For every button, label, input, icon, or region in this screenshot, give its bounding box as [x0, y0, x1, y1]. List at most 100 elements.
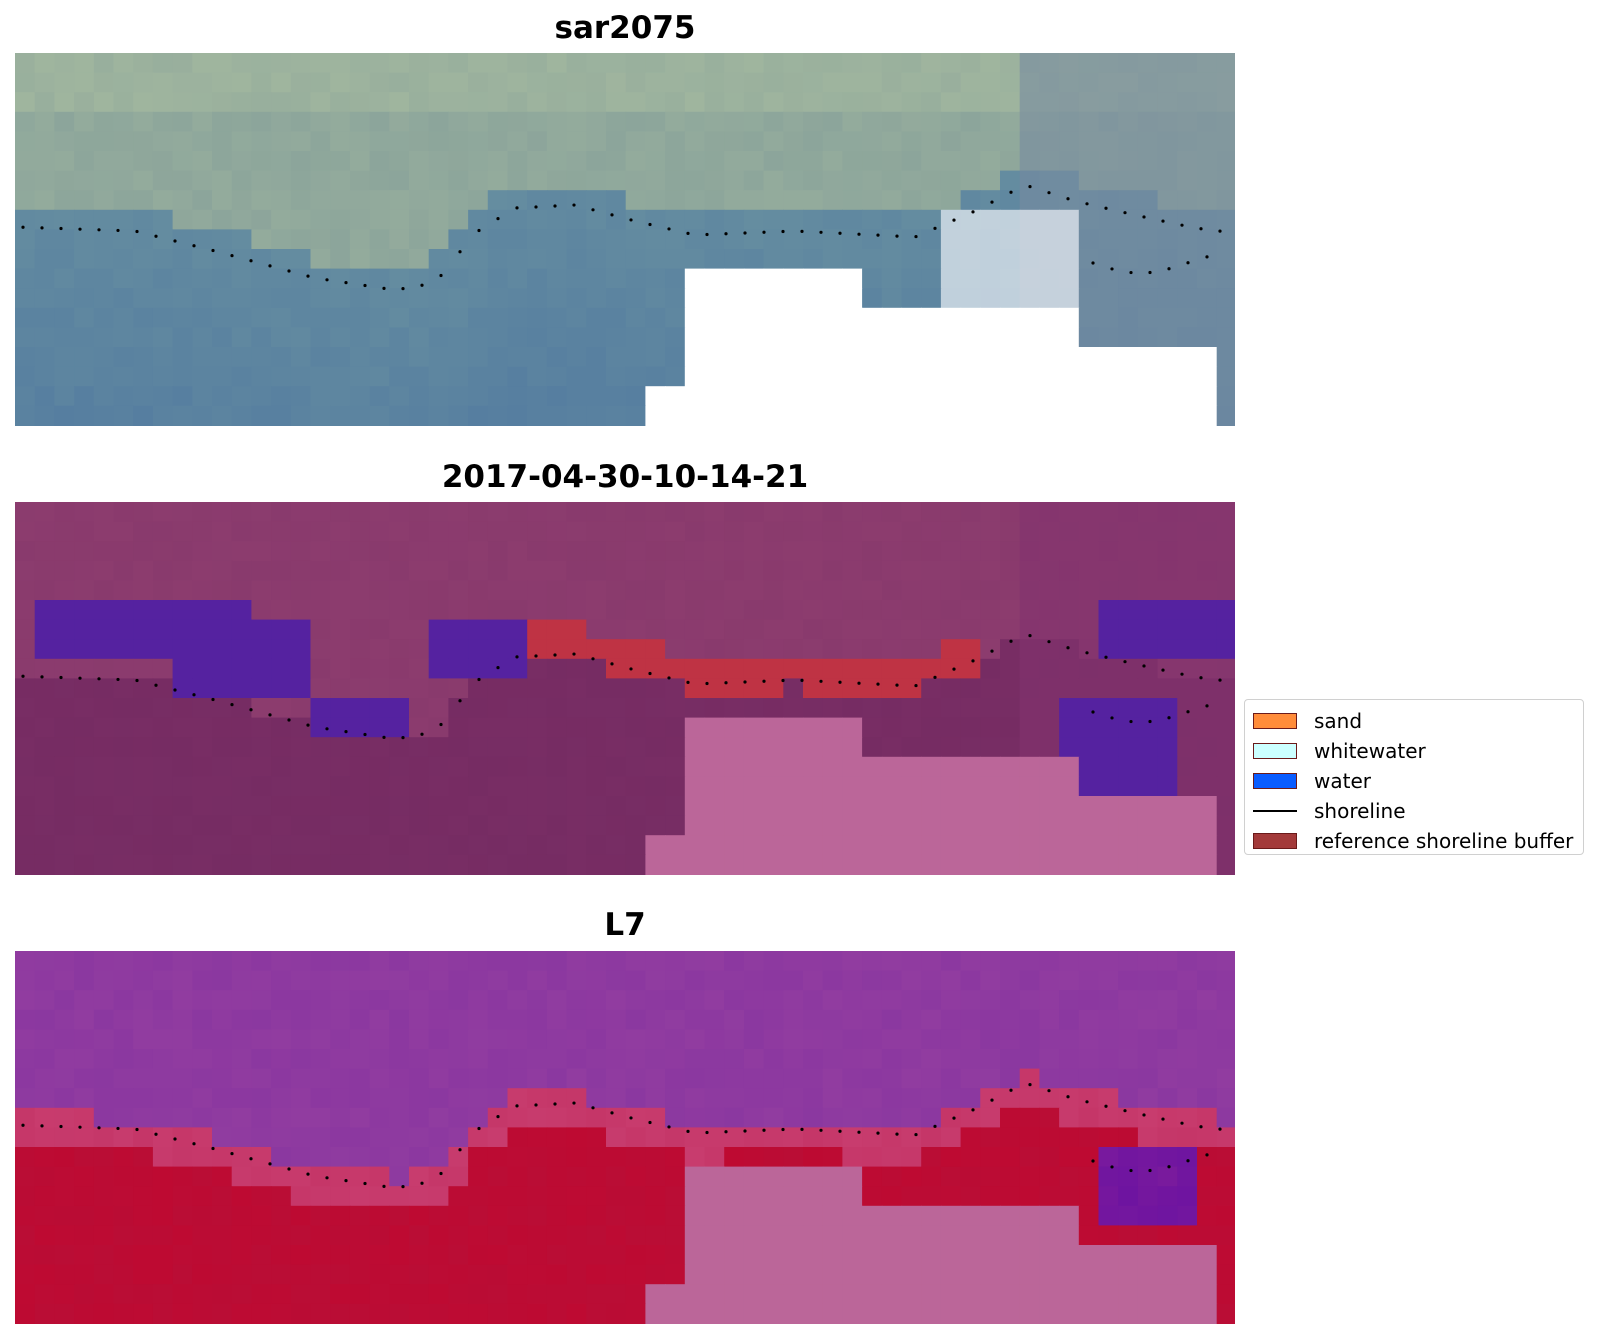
- classified-pixel: [960, 502, 981, 523]
- mndwi-pixel: [803, 1245, 824, 1266]
- classified-pixel: [803, 737, 824, 758]
- panel-title-classified: 2017-04-30-10-14-21: [441, 459, 809, 495]
- rgb-pixel: [133, 72, 154, 93]
- rgb-pixel: [487, 366, 509, 387]
- mndwi-pixel: [1197, 1225, 1218, 1246]
- classified-pixel: [803, 521, 824, 542]
- rgb-pixel: [251, 170, 272, 191]
- mndwi-pixel: [1177, 1088, 1198, 1109]
- rgb-pixel: [231, 405, 252, 426]
- rgb-pixel: [763, 229, 784, 250]
- classified-pixel: [1157, 541, 1178, 562]
- classified-pixel: [152, 521, 174, 542]
- classified-pixel: [133, 639, 154, 660]
- mndwi-pixel: [1039, 1166, 1060, 1187]
- classified-pixel: [330, 639, 351, 660]
- classified-pixel: [152, 835, 174, 856]
- classified-pixel: [645, 658, 666, 679]
- mndwi-pixel: [271, 1205, 292, 1226]
- rgb-pixel: [960, 405, 981, 426]
- classified-pixel: [645, 756, 666, 777]
- classified-pixel: [192, 521, 213, 542]
- mndwi-pixel: [1078, 1245, 1100, 1266]
- shoreline-point: [857, 681, 861, 685]
- mndwi-pixel: [862, 1225, 883, 1246]
- mndwi-pixel: [507, 1147, 528, 1168]
- rgb-pixel: [645, 307, 666, 328]
- classified-pixel: [881, 580, 903, 601]
- classified-pixel: [1157, 776, 1178, 797]
- rgb-pixel: [645, 386, 666, 407]
- rgb-pixel: [428, 268, 449, 289]
- rgb-pixel: [803, 386, 824, 407]
- rgb-image-panel: [15, 53, 1235, 426]
- classified-pixel: [724, 541, 745, 562]
- rgb-pixel: [468, 229, 489, 250]
- rgb-pixel: [1157, 209, 1178, 230]
- classified-pixel: [310, 854, 331, 875]
- shoreline-point: [230, 1151, 234, 1156]
- rgb-pixel: [704, 209, 725, 230]
- rgb-pixel: [448, 92, 469, 113]
- mndwi-pixel: [940, 951, 962, 972]
- rgb-pixel: [684, 72, 706, 93]
- mndwi-pixel: [980, 1029, 1001, 1050]
- rgb-pixel: [783, 327, 804, 348]
- classified-pixel: [74, 560, 95, 581]
- classified-pixel: [231, 717, 252, 738]
- mndwi-pixel: [212, 1029, 233, 1050]
- classified-pixel: [1137, 815, 1159, 836]
- mndwi-pixel: [1137, 1245, 1159, 1266]
- classified-pixel: [704, 854, 725, 875]
- rgb-pixel: [606, 386, 627, 407]
- classified-pixel: [389, 737, 410, 758]
- mndwi-pixel: [1197, 1029, 1218, 1050]
- rgb-pixel: [1078, 347, 1100, 368]
- mndwi-pixel: [881, 1303, 903, 1324]
- classified-pixel: [389, 502, 410, 523]
- rgb-pixel: [1039, 366, 1060, 387]
- classified-pixel: [803, 560, 824, 581]
- classified-pixel: [586, 580, 607, 601]
- rgb-pixel: [448, 151, 469, 172]
- rgb-pixel: [251, 268, 272, 289]
- rgb-pixel: [1019, 190, 1040, 211]
- mndwi-pixel: [940, 1127, 962, 1148]
- rgb-pixel: [763, 209, 784, 230]
- classified-pixel: [15, 658, 36, 679]
- classified-pixel: [487, 639, 509, 660]
- mndwi-pixel: [172, 1088, 193, 1109]
- mndwi-pixel: [428, 1303, 449, 1324]
- classified-pixel: [625, 580, 646, 601]
- rgb-pixel: [330, 327, 351, 348]
- classified-pixel: [113, 600, 134, 621]
- legend-swatch-whitewater: [1253, 743, 1297, 759]
- rgb-pixel: [1078, 92, 1100, 113]
- rgb-pixel: [684, 405, 706, 426]
- classified-pixel: [369, 639, 390, 660]
- mndwi-pixel: [1177, 1068, 1198, 1089]
- classified-pixel: [212, 639, 233, 660]
- shoreline-point: [1009, 639, 1013, 643]
- classified-pixel: [1197, 756, 1218, 777]
- mndwi-pixel: [1137, 1088, 1159, 1109]
- classified-pixel: [74, 815, 95, 836]
- rgb-pixel: [487, 72, 509, 93]
- classified-pixel: [783, 698, 804, 719]
- classified-pixel: [54, 698, 75, 719]
- rgb-pixel: [586, 327, 607, 348]
- shoreline-point: [762, 230, 766, 234]
- mndwi-pixel: [1098, 1049, 1119, 1070]
- classified-pixel: [330, 854, 351, 875]
- rgb-pixel: [133, 53, 154, 74]
- classified-pixel: [527, 796, 548, 817]
- rgb-pixel: [527, 288, 548, 309]
- mndwi-pixel: [409, 951, 430, 972]
- classified-pixel: [251, 502, 272, 523]
- rgb-pixel: [389, 249, 410, 270]
- rgb-pixel: [1197, 347, 1218, 368]
- classified-pixel: [271, 658, 292, 679]
- classified-pixel: [1098, 737, 1119, 758]
- mndwi-pixel: [34, 970, 55, 991]
- mndwi-pixel: [468, 1264, 489, 1285]
